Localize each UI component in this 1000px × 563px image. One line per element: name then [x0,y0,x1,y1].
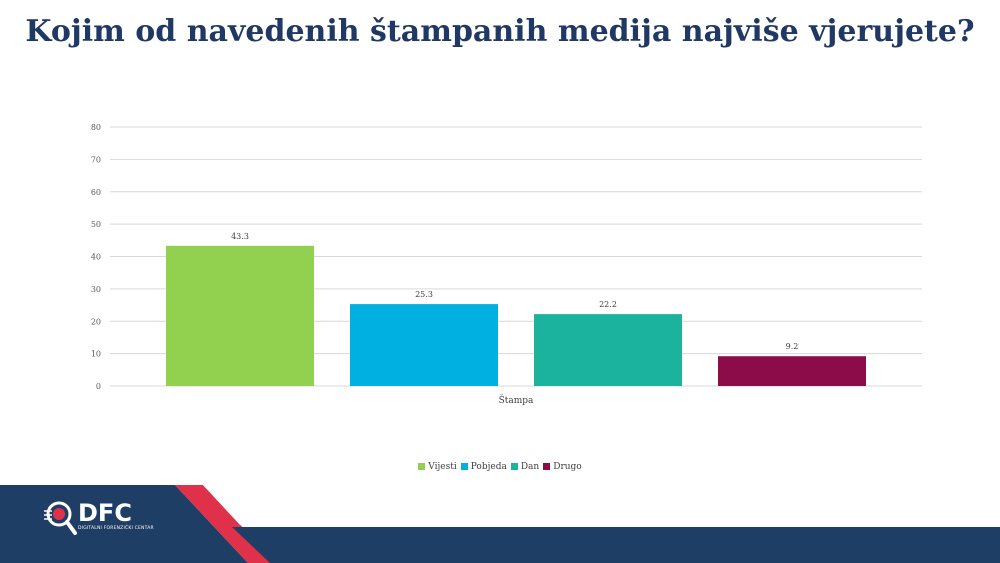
footer-white-stripe [203,485,272,525]
chart-legend: Vijesti Pobjeda Dan Drugo [0,462,1000,472]
data-label: 25.3 [415,290,433,299]
y-tick-label: 60 [91,188,101,197]
dfc-logo: DFC DIGITALNI FORENZIČKI CENTAR [44,500,154,536]
footer-navy-right [232,527,1000,563]
legend-label: Drugo [553,462,582,472]
y-tick-label: 40 [91,253,101,262]
x-axis-categories: Štampa [499,394,534,406]
y-tick-label: 30 [91,285,101,294]
y-axis-ticks: 0 10 20 30 40 50 60 70 80 [91,123,101,391]
logo-wordmark: DFC [78,499,132,527]
bar-chart: 43.3 25.3 22.2 9.2 0 10 20 30 40 50 60 70 80 Štampa [91,123,922,406]
bars [166,245,866,386]
legend-item: Vijesti [418,462,457,472]
legend-swatch [543,463,551,470]
y-tick-label: 50 [91,220,101,229]
legend-swatch [418,463,426,470]
magnifier-icon [44,501,77,535]
legend-swatch [460,463,468,470]
data-label: 43.3 [231,232,249,241]
y-tick-label: 10 [91,350,101,359]
bar-pobjeda [350,304,498,386]
legend-label: Dan [520,462,540,472]
chart-title: Kojim od navedenih štampanih medija najv… [25,14,975,49]
bar-dan [534,314,682,386]
y-tick-label: 0 [96,382,101,391]
bar-vijesti [166,245,314,386]
y-tick-label: 80 [91,123,101,132]
legend-label: Pobjeda [470,462,507,472]
legend-item: Drugo [543,462,582,472]
legend-item: Pobjeda [460,462,507,472]
legend-label: Vijesti [428,462,457,472]
category-label: Štampa [499,394,534,406]
data-labels: 43.3 25.3 22.2 9.2 [231,232,798,351]
legend-swatch [510,463,518,470]
logo-subtitle: DIGITALNI FORENZIČKI CENTAR [78,526,154,531]
legend-item: Dan [510,462,540,472]
y-tick-label: 70 [91,155,101,164]
data-label: 22.2 [599,300,617,309]
bar-drugo [718,356,866,386]
data-label: 9.2 [786,342,799,351]
y-tick-label: 20 [91,317,101,326]
